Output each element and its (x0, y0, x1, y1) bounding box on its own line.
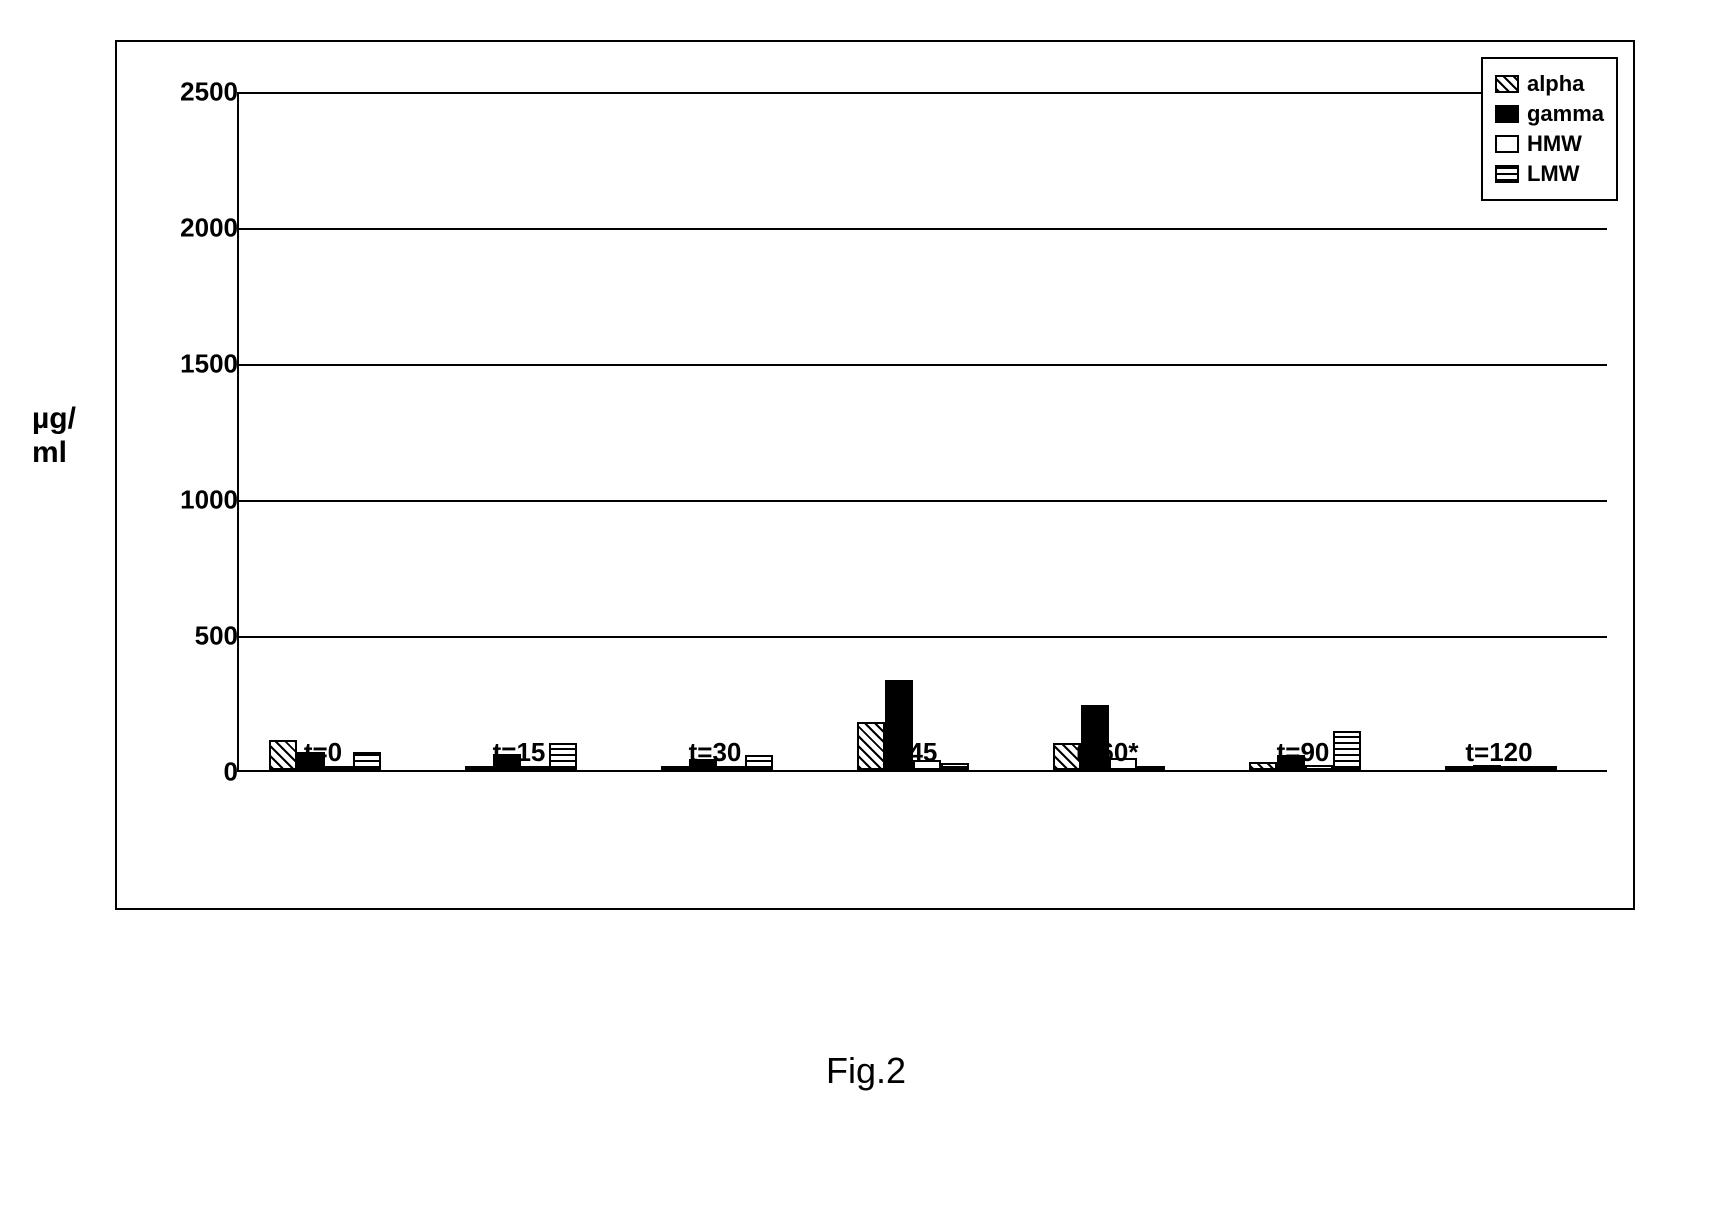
plot-area (237, 92, 1607, 772)
bar-LMW (1333, 731, 1361, 770)
chart-frame: µg/ ml alpha gamma HMW LMW 0500100015002… (115, 40, 1635, 910)
bar-alpha (465, 766, 493, 770)
bar-alpha (661, 766, 689, 770)
y-tick-label: 500 (195, 621, 238, 652)
legend-swatch-horiz (1495, 165, 1519, 183)
y-tick-label: 2000 (180, 213, 238, 244)
legend-item-lmw: LMW (1495, 161, 1604, 187)
x-tick-label: t=120 (1465, 737, 1532, 768)
legend: alpha gamma HMW LMW (1481, 57, 1618, 201)
bar-LMW (549, 743, 577, 770)
y-axis-title-line2: ml (32, 436, 76, 470)
bar-alpha (269, 740, 297, 770)
legend-swatch-solid (1495, 105, 1519, 123)
gridline (239, 92, 1607, 94)
legend-label: alpha (1527, 71, 1584, 97)
x-tick-label: t=30 (689, 737, 742, 768)
legend-label: gamma (1527, 101, 1604, 127)
figure-caption: Fig.2 (826, 1050, 906, 1092)
legend-swatch-diag (1495, 75, 1519, 93)
gridline (239, 364, 1607, 366)
y-axis-title: µg/ ml (32, 402, 76, 470)
bar-alpha (1249, 762, 1277, 770)
legend-label: HMW (1527, 131, 1582, 157)
legend-item-alpha: alpha (1495, 71, 1604, 97)
y-tick-label: 1500 (180, 349, 238, 380)
y-tick-label: 1000 (180, 485, 238, 516)
y-tick-label: 0 (224, 757, 238, 788)
legend-item-gamma: gamma (1495, 101, 1604, 127)
bar-LMW (941, 763, 969, 770)
legend-swatch-white (1495, 135, 1519, 153)
bar-alpha (857, 722, 885, 770)
legend-label: LMW (1527, 161, 1580, 187)
legend-item-hmw: HMW (1495, 131, 1604, 157)
bar-LMW (745, 755, 773, 770)
y-axis-title-line1: µg/ (32, 402, 76, 436)
gridline (239, 228, 1607, 230)
bar-LMW (1137, 766, 1165, 770)
x-tick-label: t=0 (304, 737, 342, 768)
y-tick-label: 2500 (180, 77, 238, 108)
bar-LMW (353, 752, 381, 770)
bar-LMW (1529, 766, 1557, 770)
x-tick-label: t=90 (1277, 737, 1330, 768)
gridline (239, 636, 1607, 638)
x-tick-label: t=60* (1076, 737, 1139, 768)
x-tick-label: t=45 (885, 737, 938, 768)
x-tick-label: t=15 (493, 737, 546, 768)
gridline (239, 500, 1607, 502)
